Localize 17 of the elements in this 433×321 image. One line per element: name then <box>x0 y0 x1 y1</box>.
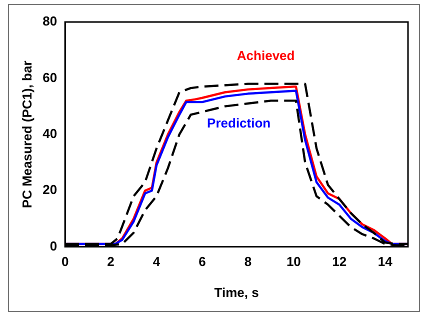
series-label: Achieved <box>236 48 295 64</box>
x-tick-label: 12 <box>332 254 347 270</box>
x-tick-label: 4 <box>152 254 161 270</box>
y-axis-title: PC Measured (PC1), bar <box>19 60 34 208</box>
x-axis-title: Time, s <box>214 284 259 300</box>
y-tick-label: 20 <box>42 182 58 198</box>
x-tick-label: 2 <box>107 254 114 270</box>
x-tick-label: 6 <box>198 254 206 270</box>
x-tick-label: 14 <box>378 254 394 270</box>
x-tick-label: 10 <box>286 254 301 270</box>
y-tick-label: 80 <box>42 14 58 29</box>
x-tick-label: 8 <box>244 254 252 270</box>
y-tick-label: 0 <box>50 238 58 254</box>
series-label: Prediction <box>207 115 271 130</box>
y-tick-label: 60 <box>42 70 58 85</box>
x-tick-label: 0 <box>61 254 69 270</box>
y-tick-label: 40 <box>42 126 58 141</box>
